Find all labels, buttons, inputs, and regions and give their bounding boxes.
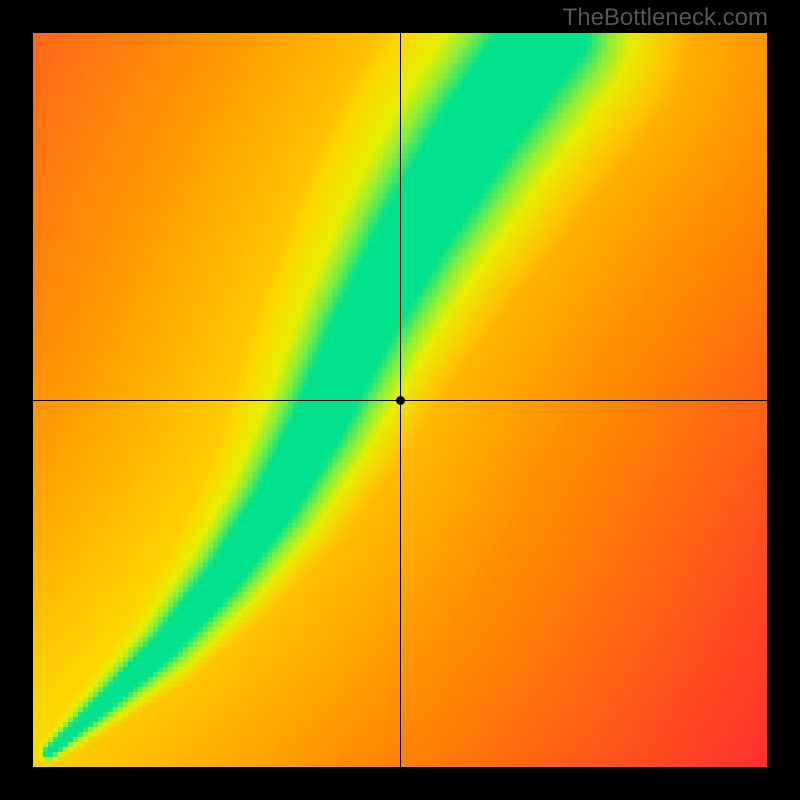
watermark-text: TheBottleneck.com [563, 4, 768, 32]
chart-container: TheBottleneck.com [0, 0, 800, 800]
crosshair-dot [396, 396, 405, 405]
